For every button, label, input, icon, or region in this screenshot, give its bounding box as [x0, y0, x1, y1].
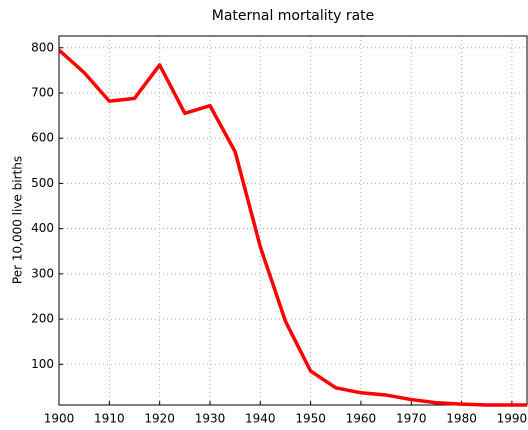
- x-tick-label: 1970: [396, 412, 427, 426]
- x-tick-label: 1900: [44, 412, 75, 426]
- plot-frame: [58, 35, 528, 406]
- y-tick-label: 800: [31, 40, 54, 54]
- x-tick-label: 1910: [94, 412, 125, 426]
- x-tick-label: 1950: [295, 412, 326, 426]
- chart-title: Maternal mortality rate: [212, 8, 375, 24]
- y-tick-label: 200: [31, 312, 54, 326]
- x-tick-label: 1920: [144, 412, 175, 426]
- y-tick-label: 100: [31, 357, 54, 371]
- y-tick-label: 600: [31, 131, 54, 145]
- x-tick-label: 1960: [346, 412, 377, 426]
- x-tick-label: 1940: [245, 412, 276, 426]
- y-tick-label: 500: [31, 176, 54, 190]
- y-tick-label: 400: [31, 221, 54, 235]
- data-line: [57, 48, 527, 407]
- y-tick-label: 300: [31, 266, 54, 280]
- x-tick-label: 1990: [497, 412, 528, 426]
- y-tick-label: 700: [31, 85, 54, 99]
- y-axis-label: Per 10,000 live births: [11, 156, 25, 284]
- x-tick-label: 1930: [195, 412, 226, 426]
- x-tick-label: 1980: [446, 412, 477, 426]
